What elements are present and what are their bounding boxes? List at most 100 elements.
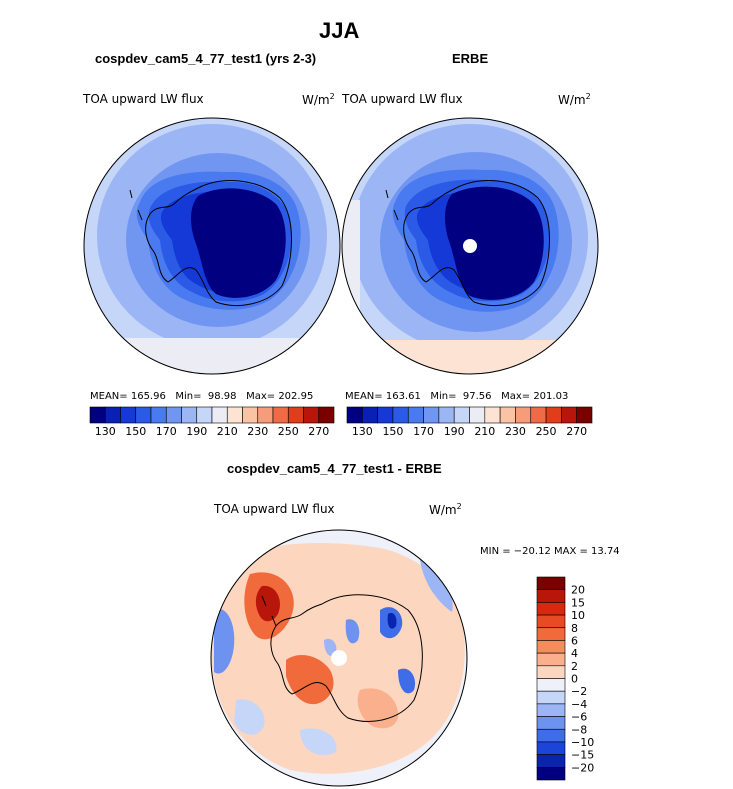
model-variable-label: TOA upward LW flux	[83, 92, 204, 106]
model-colorbar-swatch	[89, 406, 106, 424]
diff-colorbar-swatch	[536, 589, 566, 603]
model-colorbar-swatch	[104, 406, 121, 424]
diff-colorbar-tick-label: 2	[571, 660, 578, 673]
model-colorbar-tick-label: 250	[278, 425, 299, 438]
obs-colorbar-tick-label: 250	[536, 425, 557, 438]
model-colorbar-tick-label: 190	[186, 425, 207, 438]
obs-map	[342, 118, 598, 374]
diff-colorbar-swatch	[536, 640, 566, 654]
diff-colorbar-swatch	[536, 703, 566, 717]
obs-colorbar-swatch	[545, 406, 562, 424]
obs-variable-label: TOA upward LW flux	[342, 92, 463, 106]
obs-colorbar-tick-label: 190	[444, 425, 465, 438]
model-colorbar-swatch	[120, 406, 137, 424]
diff-colorbar-swatch	[536, 678, 566, 692]
model-colorbar-swatch	[242, 406, 259, 424]
diff-colorbar-swatch	[536, 602, 566, 616]
obs-colorbar-swatch	[438, 406, 455, 424]
diff-map-border	[210, 529, 468, 787]
model-colorbar-swatch	[135, 406, 152, 424]
diff-units-label: W/m2	[429, 502, 462, 517]
model-colorbar-swatch	[226, 406, 243, 424]
diff-pole-mask	[331, 650, 347, 666]
diff-colorbar-tick-label: −4	[571, 698, 587, 711]
model-colorbar-swatch	[150, 406, 167, 424]
diff-colorbar-tick-label: 6	[571, 634, 578, 647]
obs-colorbar-swatch	[484, 406, 501, 424]
model-colorbar-tick-label: 210	[217, 425, 238, 438]
figure-title: JJA	[319, 18, 360, 43]
diff-colorbar-tick-label: −10	[571, 736, 594, 749]
diff-colorbar-swatch	[536, 627, 566, 641]
diff-colorbar-tick-label: −6	[571, 711, 587, 724]
obs-colorbar-swatch	[515, 406, 532, 424]
diff-colorbar-tick-label: −8	[571, 723, 587, 736]
obs-colorbar-swatch	[576, 406, 593, 424]
obs-colorbar-swatch	[499, 406, 516, 424]
diff-colorbar-swatch	[536, 665, 566, 679]
obs-units-label: W/m2	[558, 92, 591, 107]
obs-colorbar-swatch	[423, 406, 440, 424]
obs-colorbar-swatch	[407, 406, 424, 424]
diff-colorbar-swatch	[536, 728, 566, 743]
obs-colorbar-swatch	[561, 406, 577, 424]
obs-colorbar-swatch	[453, 406, 470, 424]
obs-colorbar-swatch	[469, 406, 486, 424]
obs-colorbar-tick-label: 210	[474, 425, 495, 438]
diff-colorbar-swatch	[536, 652, 566, 667]
model-colorbar-swatch	[181, 406, 198, 424]
diff-colorbar-swatch	[536, 716, 566, 730]
diff-colorbar-tick-label: 4	[571, 647, 578, 660]
obs-colorbar-swatch	[392, 406, 409, 424]
diff-colorbar-swatch	[536, 741, 566, 755]
obs-colorbar-tick-label: 230	[505, 425, 526, 438]
diff-panel-heading: cospdev_cam5_4_77_test1 - ERBE	[227, 461, 442, 476]
diff-variable-label: TOA upward LW flux	[214, 502, 335, 516]
obs-colorbar-swatch	[362, 406, 378, 424]
diff-coastline	[261, 594, 423, 722]
diff-colorbar-tick-label: −2	[571, 685, 587, 698]
model-colorbar-swatch	[272, 406, 289, 424]
model-colorbar-swatch	[318, 406, 335, 424]
obs-pole-mask	[463, 239, 477, 253]
model-colorbar-swatch	[165, 406, 182, 424]
diff-colorbar-tick-label: 8	[571, 622, 578, 635]
model-colorbar-tick-label: 130	[95, 425, 116, 438]
obs-colorbar-tick-label: 150	[382, 425, 403, 438]
diff-colorbar-tick-label: −15	[571, 749, 594, 762]
obs-colorbar-tick-label: 270	[566, 425, 587, 438]
model-colorbar-tick-label: 170	[156, 425, 177, 438]
model-stats: MEAN= 165.96 Min= 98.98 Max= 202.95	[90, 391, 314, 402]
obs-coastline	[385, 180, 550, 306]
model-map-border	[83, 117, 341, 375]
obs-colorbar-tick-label: 170	[413, 425, 434, 438]
model-colorbar-swatch	[303, 406, 320, 424]
model-colorbar: 130 150 170 190 210 230 250 270	[89, 406, 335, 438]
model-coastline	[129, 180, 292, 306]
obs-panel-heading: ERBE	[452, 51, 489, 66]
obs-colorbar-swatch	[530, 406, 547, 424]
diff-minmax: MIN = −20.12 MAX = 13.74	[480, 546, 620, 557]
diff-colorbar-swatch	[536, 614, 566, 629]
obs-colorbar: 130 150 170 190 210 230 250 270	[346, 406, 593, 438]
obs-colorbar-swatch	[346, 406, 363, 424]
model-colorbar-swatch	[196, 406, 213, 424]
model-panel-heading: cospdev_cam5_4_77_test1 (yrs 2-3)	[95, 51, 317, 66]
model-colorbar-swatch	[287, 406, 304, 424]
diff-colorbar-swatch	[536, 754, 566, 768]
model-colorbar-tick-label: 150	[125, 425, 146, 438]
diff-colorbar-tick-label: 20	[571, 584, 585, 597]
obs-map-border	[341, 117, 599, 375]
diff-colorbar-tick-label: −20	[571, 761, 594, 774]
diff-colorbar-swatch	[536, 767, 566, 781]
model-map	[84, 118, 340, 374]
model-colorbar-tick-label: 230	[247, 425, 268, 438]
obs-colorbar-swatch	[377, 406, 394, 424]
diff-colorbar-tick-label: 0	[571, 673, 578, 686]
diff-colorbar-tick-label: 10	[571, 609, 585, 622]
obs-colorbar-tick-label: 130	[352, 425, 373, 438]
model-colorbar-swatch	[257, 406, 274, 424]
model-colorbar-swatch	[211, 406, 228, 424]
